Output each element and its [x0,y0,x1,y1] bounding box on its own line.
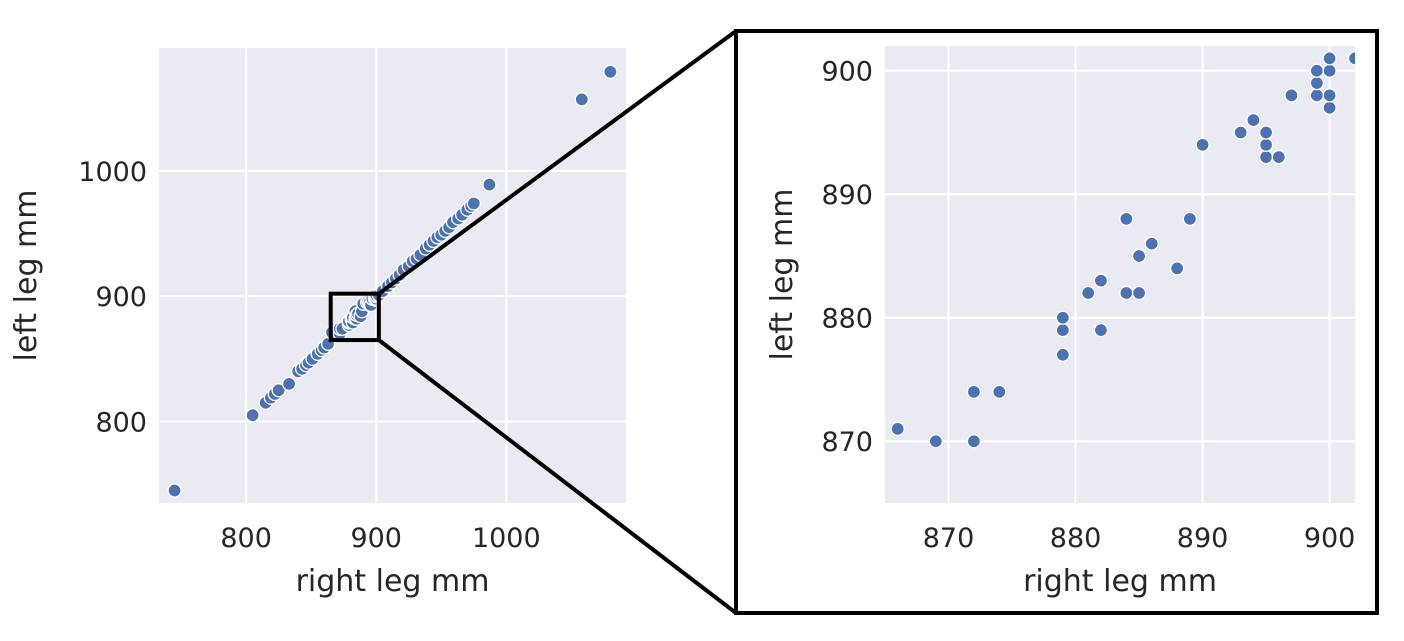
inset-data-point [1131,285,1147,301]
zoom-connector-bottom [377,338,738,615]
overview-x-axis-label: right leg mm [296,564,490,599]
inset-data-point [1322,63,1337,78]
inset-data-point [1055,310,1070,325]
inset-plot-area [885,46,1355,503]
overview-y-tick-label: 900 [95,282,147,313]
overview-axes: 800 900 1000 800 900 1000 right leg mm left leg… [9,48,626,599]
inset-data-point [1347,51,1355,66]
inset-x-tick-label: 890 [1177,523,1229,554]
overview-y-axis-label: left leg mm [9,190,44,362]
inset-data-point [1322,100,1337,115]
inset-y-tick-label: 890 [821,180,873,211]
inset-points [890,51,1355,449]
inset-data-point [1258,137,1274,152]
inset-data-point [1182,211,1198,227]
inset-data-point [1131,248,1147,264]
inset-data-point [1195,137,1210,152]
inset-x-tick-label: 870 [923,523,975,554]
overview-x-tick-label: 900 [350,523,402,554]
inset-data-point [1093,273,1109,288]
inset-data-point [1258,150,1274,165]
overview-data-point [245,408,260,423]
inset-data-point [966,434,982,449]
inset-data-point [1081,285,1096,301]
inset-data-point [928,434,943,449]
inset-frame [734,29,1379,615]
inset-data-point [1170,261,1185,276]
overview-data-point [482,177,497,192]
inset-data-point [1309,63,1325,78]
inset-data-point [1322,51,1337,66]
inset-data-point [1055,347,1070,362]
inset-axes: 870 880 890 900 870 880 890 900 right leg mm left… [765,46,1356,599]
inset-data-point [966,384,982,399]
inset-data-point [1246,112,1261,128]
inset-data-point [1309,75,1325,91]
inset-y-axis-label: left leg mm [765,189,800,361]
inset-data-point [1258,125,1274,140]
overview-data-point [466,196,481,211]
inset-y-tick-label: 900 [821,57,873,88]
overview-data-point [271,383,286,398]
inset-x-tick-label: 880 [1050,523,1102,554]
overview-x-tick-label: 1000 [472,523,541,554]
inset-data-point [1093,322,1109,338]
inset-data-point [1271,150,1286,165]
inset-y-tick-label: 870 [821,427,873,458]
overview-x-tick-label: 800 [220,523,272,554]
overview-data-point [167,483,182,498]
inset-data-point [1322,88,1337,103]
inset-data-point [1233,125,1248,140]
inset-data-point [1119,211,1134,227]
zoom-region-box [328,291,381,343]
inset-data-point [1309,88,1325,103]
overview-y-tick-label: 1000 [78,157,147,188]
inset-x-axis-label: right leg mm [1023,564,1217,599]
overview-data-point [603,64,618,79]
overview-data-point [574,92,589,107]
overview-y-tick-label: 800 [95,408,147,439]
inset-x-tick-label: 900 [1304,523,1356,554]
inset-data-point [1284,88,1299,103]
inset-data-point [890,421,905,437]
overview-data-point [281,376,297,392]
zoom-connector-top [377,29,738,296]
inset-y-tick-label: 880 [821,304,873,335]
inset-data-point [1144,236,1159,251]
inset-data-point [1119,285,1134,301]
inset-data-point [1055,322,1070,338]
inset-data-point [992,384,1007,399]
